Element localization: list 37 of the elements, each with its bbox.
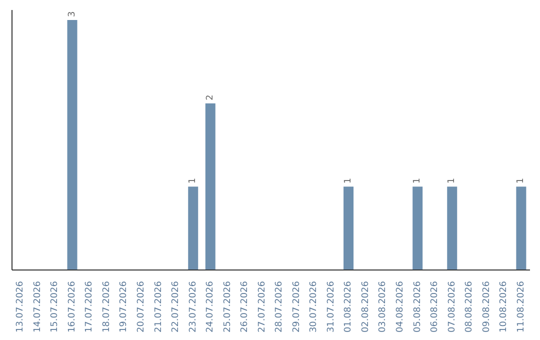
x-tick-label: 10.08.2026: [499, 280, 510, 333]
x-tick-label: 29.07.2026: [292, 280, 302, 333]
x-tick-label: 16.07.2026: [67, 280, 78, 333]
x-tick-label: 09.08.2026: [482, 280, 492, 333]
x-tick-label: 23.07.2026: [188, 280, 198, 333]
data-label: 1: [412, 178, 423, 184]
x-tick-label: 02.08.2026: [360, 280, 371, 333]
x-tick-label: 13.07.2026: [16, 280, 26, 333]
x-tick-label: 28.07.2026: [274, 280, 285, 333]
data-label: 1: [516, 178, 526, 184]
x-tick-label: 17.07.2026: [84, 280, 95, 333]
data-label: 3: [67, 11, 78, 17]
x-tick-label: 04.08.2026: [396, 280, 406, 333]
x-tick-label: 15.07.2026: [50, 280, 60, 333]
x-tick-label: 22.07.2026: [171, 280, 182, 333]
x-tick-label: 26.07.2026: [240, 280, 250, 333]
data-label: 2: [205, 94, 216, 100]
x-tick-label: 19.07.2026: [119, 280, 130, 333]
data-label: 1: [344, 178, 354, 184]
x-tick-label: 30.07.2026: [309, 280, 320, 333]
x-tick-label: 18.07.2026: [102, 280, 112, 333]
data-label: 1: [188, 178, 198, 184]
x-tick-label: 06.08.2026: [430, 280, 440, 333]
x-tick-label: 21.07.2026: [154, 280, 164, 333]
x-tick-label: 25.07.2026: [222, 280, 233, 333]
x-tick-label: 05.08.2026: [412, 280, 423, 333]
x-tick-label: 08.08.2026: [464, 280, 475, 333]
x-tick-label: 27.07.2026: [257, 280, 268, 333]
x-tick-label: 07.08.2026: [447, 280, 458, 333]
x-tick-label: 24.07.2026: [206, 280, 216, 333]
x-tick-label: 20.07.2026: [136, 280, 146, 333]
data-label: 1: [447, 178, 458, 184]
x-tick-label: 14.07.2026: [32, 280, 43, 333]
x-tick-label: 01.08.2026: [344, 280, 354, 333]
x-tick-label: 31.07.2026: [326, 280, 336, 333]
x-tick-label: 11.08.2026: [516, 280, 526, 333]
x-tick-label: 03.08.2026: [378, 280, 388, 333]
